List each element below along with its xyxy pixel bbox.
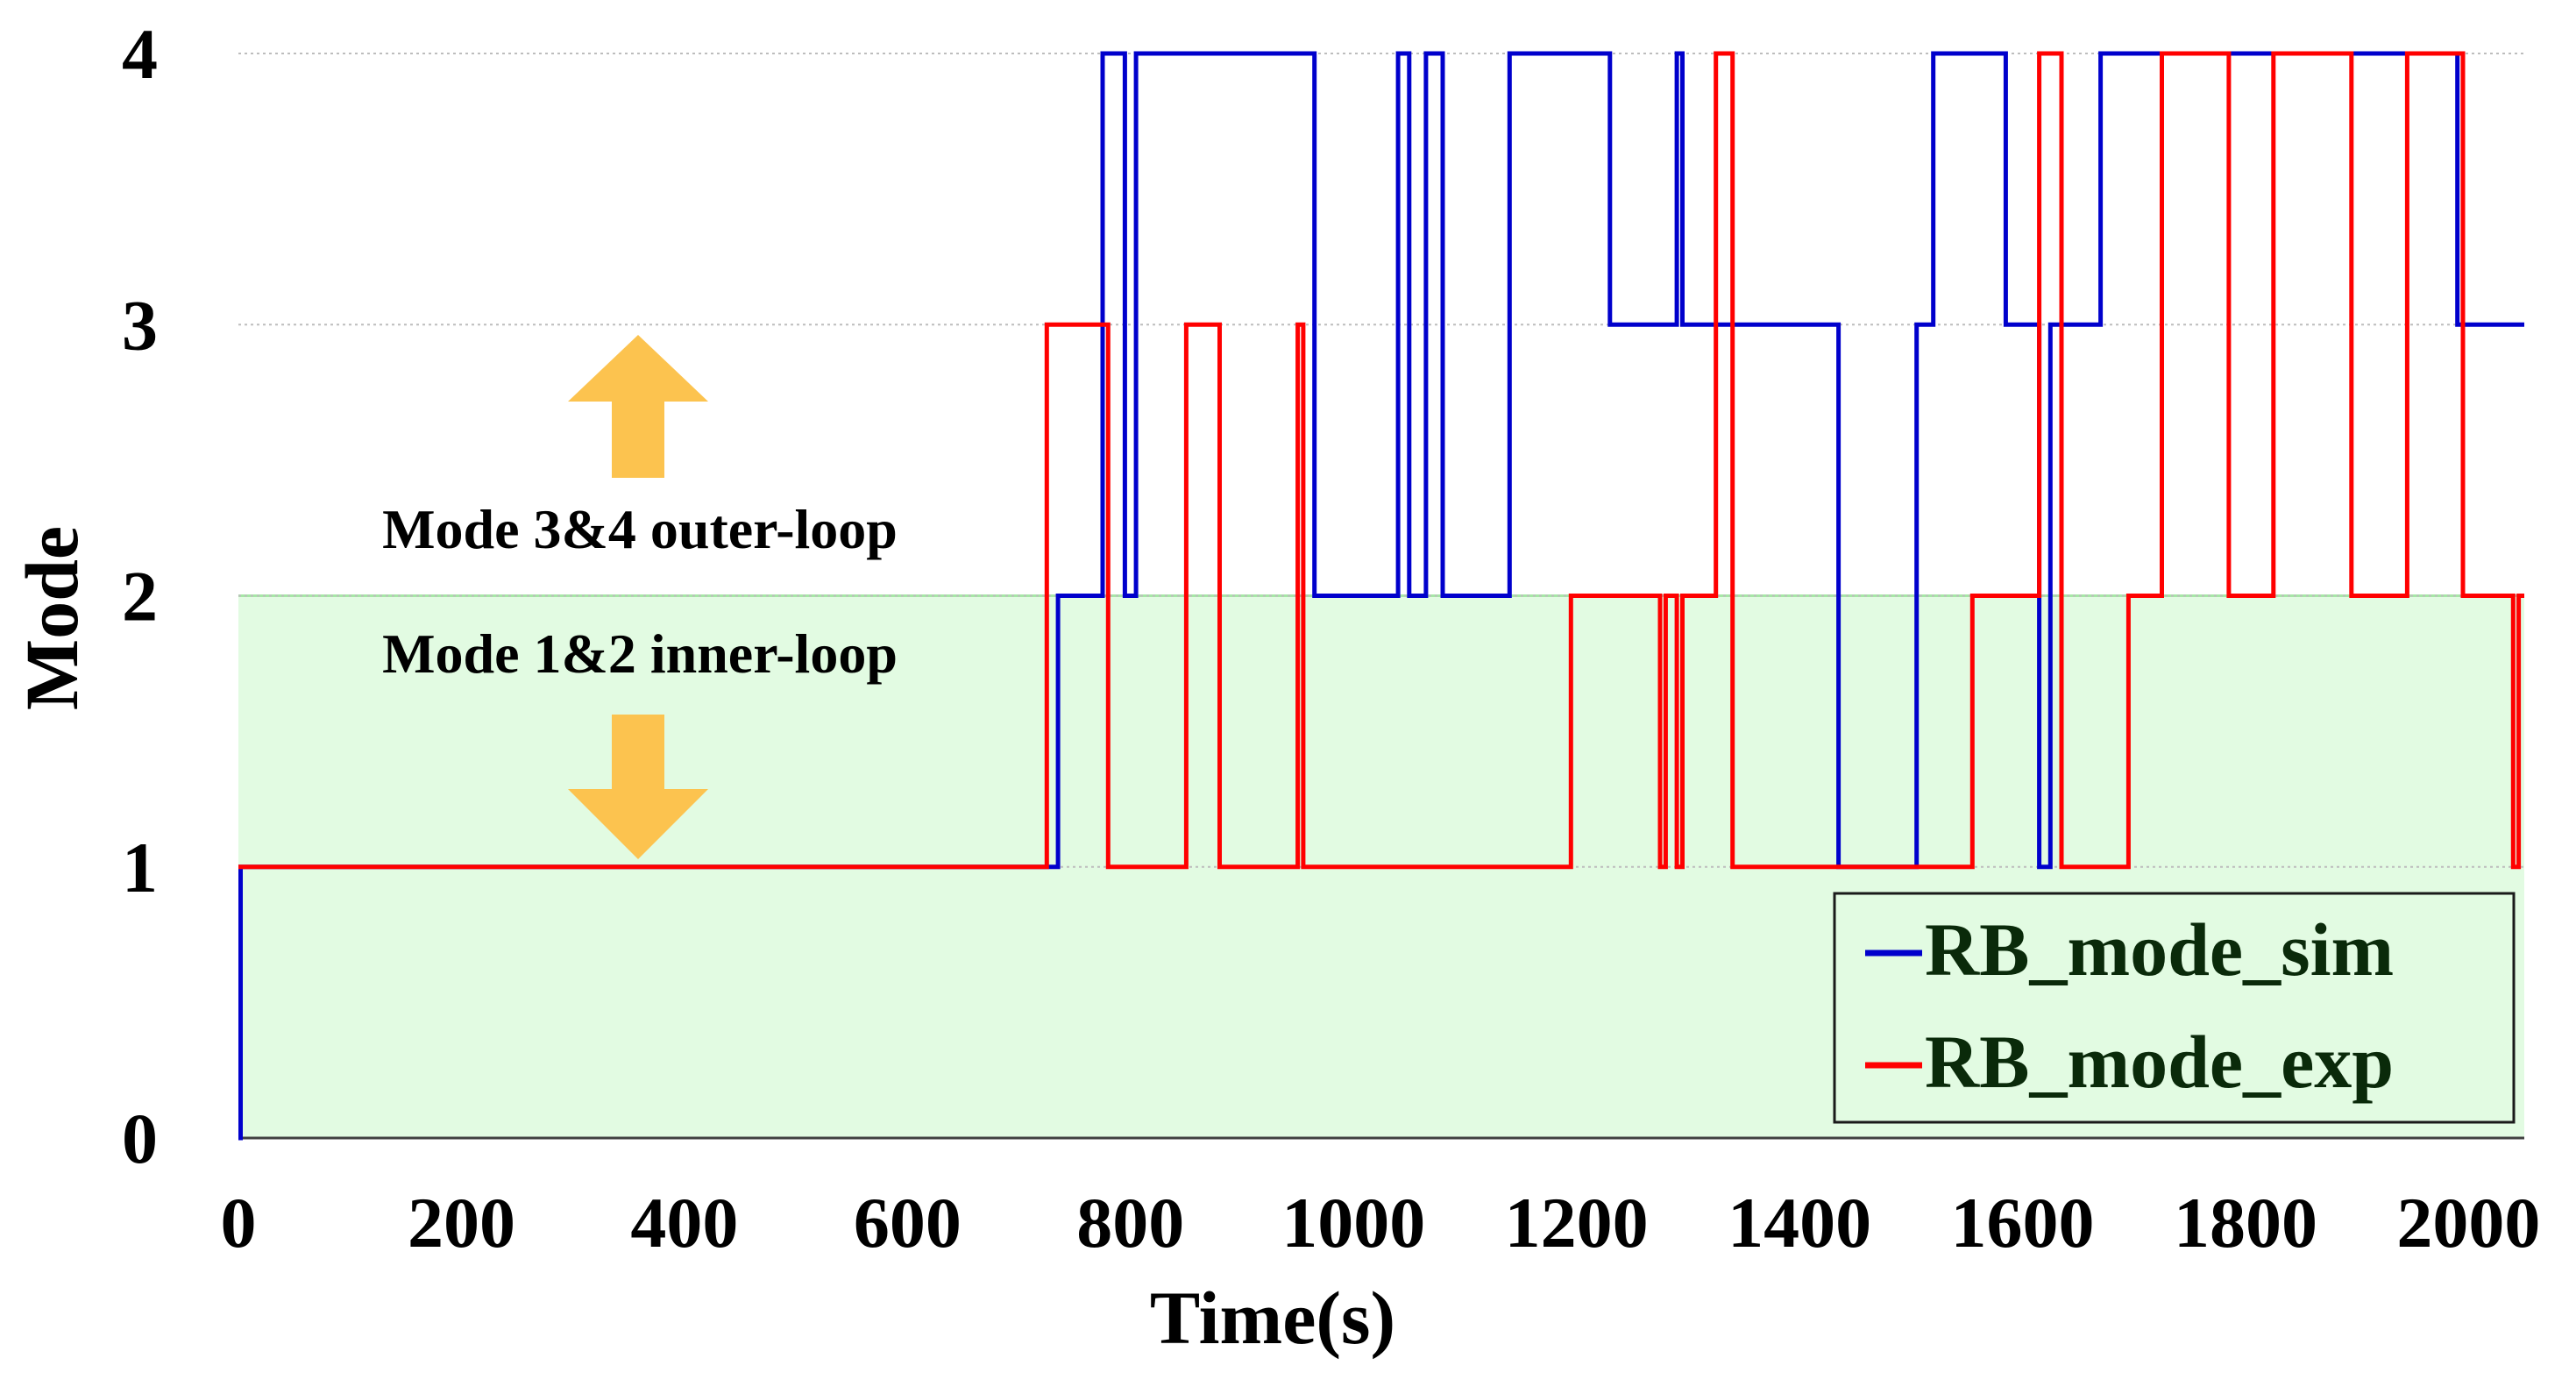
x-tick-label: 400: [630, 1183, 738, 1263]
series-layer: [238, 51, 2524, 1141]
y-tick-label: 3: [122, 285, 158, 365]
y-tick-label: 1: [122, 828, 158, 907]
y-tick-label: 0: [122, 1099, 158, 1178]
inner-loop-label: Mode 1&2 inner-loop: [382, 622, 898, 685]
x-tick-label: 800: [1076, 1183, 1184, 1263]
x-tick-label: 200: [408, 1183, 515, 1263]
x-tick-label: 600: [854, 1183, 962, 1263]
x-tick-label: 0: [221, 1183, 257, 1263]
x-tick-label: 1400: [1728, 1183, 1871, 1263]
up-arrow-icon: [568, 335, 708, 478]
x-tick-label: 1000: [1281, 1183, 1425, 1263]
inner-loop-annotation: Mode 1&2 inner-loop: [382, 622, 898, 859]
legend: RB_mode_sim RB_mode_exp: [1833, 892, 2516, 1124]
outer-loop-label: Mode 3&4 outer-loop: [382, 498, 898, 560]
outer-loop-annotation: Mode 3&4 outer-loop: [382, 335, 898, 560]
x-tick-label: 1800: [2174, 1183, 2317, 1263]
y-tick-label: 2: [122, 557, 158, 637]
x-tick-label: 2000: [2396, 1183, 2540, 1263]
x-axis-title: Time(s): [1150, 1276, 1395, 1360]
y-tick-label: 4: [122, 14, 158, 94]
x-tick-label: 1200: [1505, 1183, 1649, 1263]
legend-label-exp: RB_mode_exp: [1925, 1020, 2394, 1104]
down-arrow-icon: [568, 715, 708, 859]
legend-box: [1833, 892, 2516, 1124]
y-axis-title: Mode: [10, 526, 94, 710]
x-tick-label: 1600: [1951, 1183, 2095, 1263]
legend-label-sim: RB_mode_sim: [1925, 907, 2394, 992]
series-line-RB_mode_exp: [238, 51, 2524, 870]
tick-labels-layer: 0 200 400 600 800 1000 1200 1400 1600 1800 2000 0 1 2…: [122, 14, 2540, 1263]
